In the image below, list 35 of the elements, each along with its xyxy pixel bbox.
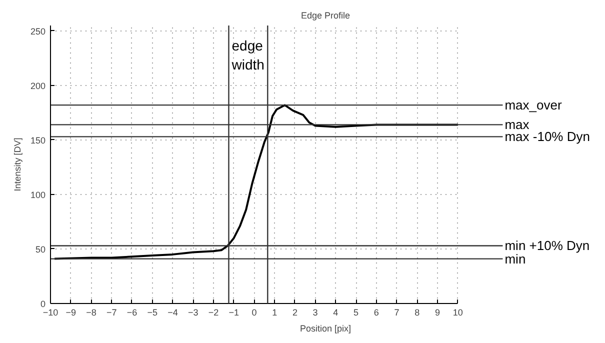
- x-tick-label: −9: [66, 308, 76, 318]
- x-tick-label: −6: [126, 308, 138, 318]
- x-tick-label: 4: [333, 308, 338, 318]
- y-tick-label: 150: [30, 135, 46, 146]
- y-tick-label: 250: [30, 26, 46, 36]
- y-tick-label: 100: [30, 190, 46, 200]
- x-tick-label: −5: [147, 308, 158, 318]
- x-tick-label: −10: [42, 308, 58, 318]
- y-tick-label: 50: [35, 244, 46, 254]
- x-tick-label: 8: [414, 308, 420, 318]
- x-tick-label: 7: [394, 308, 400, 318]
- x-tick-label: 10: [452, 308, 463, 318]
- x-tick-label: −3: [188, 308, 198, 318]
- x-tick-label: −7: [106, 308, 117, 318]
- chart-title: Edge Profile: [300, 10, 350, 20]
- x-tick-label: −8: [86, 308, 96, 318]
- x-axis-title: Position [pix]: [300, 324, 352, 334]
- ref-line-label: min +10% Dyn: [504, 238, 590, 254]
- x-tick-label: 9: [435, 308, 440, 318]
- x-tick-label: 3: [312, 308, 318, 318]
- line-series: [54, 104, 459, 260]
- annotation: edge width: [230, 37, 264, 73]
- x-tick-label: 1: [272, 308, 278, 318]
- x-tick-label: −2: [208, 308, 219, 318]
- x-tick-label: 5: [354, 308, 359, 318]
- x-tick-label: 6: [374, 308, 379, 318]
- x-tick-label: 2: [292, 308, 298, 318]
- ref-line-label: min: [504, 251, 526, 266]
- y-tick-label: 0: [40, 299, 46, 309]
- ref-line-label: max_over: [504, 98, 562, 113]
- y-tick-label: 200: [30, 80, 46, 91]
- y-axis-title: Intensity [DV]: [12, 138, 22, 192]
- x-tick-label: 0: [252, 308, 257, 318]
- x-tick-label: −1: [228, 308, 239, 318]
- x-tick-label: −4: [168, 308, 178, 318]
